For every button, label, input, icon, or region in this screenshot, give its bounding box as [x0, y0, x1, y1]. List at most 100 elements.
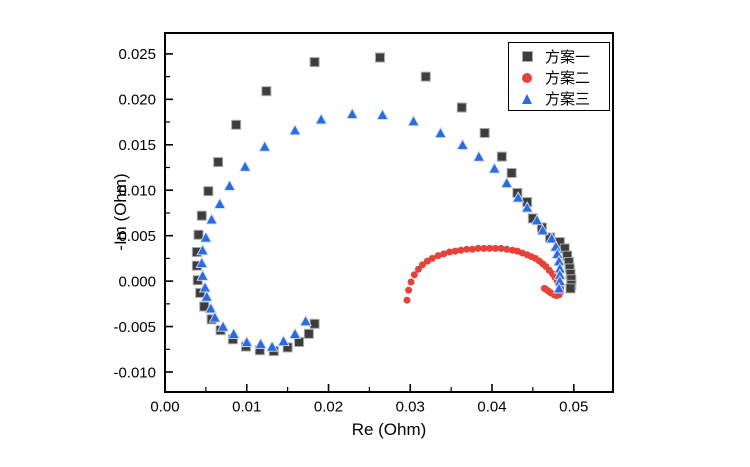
data-point-triangle	[200, 290, 213, 302]
data-point-circle	[405, 286, 413, 294]
data-point-triangle	[500, 176, 513, 189]
data-point-circle	[463, 245, 471, 253]
plot-border	[164, 32, 614, 393]
data-point-circle	[445, 248, 453, 256]
y-tick-label: 0.015	[118, 137, 156, 154]
data-point-square	[506, 167, 517, 178]
data-point-triangle	[288, 123, 302, 136]
data-point-triangle	[536, 223, 549, 236]
data-point-triangle	[545, 232, 558, 244]
data-point-triangle	[407, 114, 420, 127]
data-point-circle	[407, 278, 415, 286]
data-point-circle	[486, 244, 494, 252]
data-point-circle	[440, 250, 448, 258]
x-tick-label: 0.01	[232, 398, 261, 415]
data-point-circle	[428, 254, 436, 262]
data-point-square	[479, 127, 490, 138]
data-point-square	[213, 157, 224, 168]
data-point-square	[195, 287, 206, 298]
square-marker-icon	[519, 51, 535, 62]
data-point-triangle	[488, 162, 501, 174]
data-point-triangle	[196, 269, 209, 281]
data-point-square	[309, 318, 320, 329]
data-point-square	[420, 71, 431, 82]
data-point-triangle	[530, 213, 544, 226]
data-point-square	[193, 229, 204, 240]
x-tick-label: 0.04	[477, 398, 506, 415]
circle-marker-icon	[519, 72, 535, 83]
y-tick-label: 0.020	[118, 92, 156, 109]
x-axis-title: Re (Ohm)	[351, 420, 427, 439]
legend-label: 方案二	[545, 71, 591, 87]
data-point-triangle	[520, 201, 534, 213]
x-tick-label: 0.05	[559, 398, 588, 415]
data-point-triangle	[314, 113, 328, 125]
legend: 方案一 方案二 方案三	[508, 42, 610, 111]
data-point-triangle	[196, 243, 209, 256]
x-tick-label: 0.03	[396, 398, 425, 415]
data-point-circle	[540, 284, 548, 292]
data-point-circle	[410, 271, 418, 279]
data-point-triangle	[199, 231, 213, 243]
data-point-circle	[474, 244, 482, 252]
y-tick-label: -0.005	[113, 319, 156, 336]
y-tick-label: 0.005	[118, 228, 156, 245]
data-point-square	[261, 86, 272, 97]
data-point-circle	[491, 244, 499, 252]
data-point-triangle	[345, 107, 359, 119]
y-tick-label: 0.000	[118, 273, 156, 290]
legend-label: 方案一	[545, 50, 591, 66]
y-tick-label: -0.010	[113, 364, 156, 381]
data-point-circle	[419, 261, 427, 269]
data-point-triangle	[265, 340, 279, 352]
data-point-triangle	[238, 160, 252, 172]
data-point-triangle	[258, 140, 271, 152]
data-point-circle	[497, 244, 505, 252]
data-point-circle	[480, 244, 488, 252]
y-axis-title: -Im (Ohm)	[111, 173, 130, 251]
data-point-triangle	[472, 150, 486, 162]
data-point-triangle	[277, 334, 290, 347]
x-tick-label: 0.02	[314, 398, 343, 415]
data-point-square	[231, 119, 242, 130]
data-point-triangle	[299, 314, 312, 327]
data-point-circle	[434, 252, 442, 260]
data-point-triangle	[240, 335, 254, 348]
data-point-triangle	[195, 256, 209, 268]
x-tick-label: 0.00	[150, 398, 179, 415]
legend-item-series1: 方案一	[519, 46, 605, 67]
data-point-circle	[403, 296, 411, 304]
data-point-triangle	[213, 197, 227, 209]
legend-label: 方案三	[545, 92, 591, 108]
data-point-triangle	[198, 281, 212, 293]
data-point-triangle	[216, 320, 230, 332]
data-point-square	[203, 186, 214, 197]
data-point-square	[375, 52, 386, 63]
data-point-square	[456, 102, 467, 113]
data-point-circle	[468, 245, 476, 253]
data-point-triangle	[223, 179, 236, 191]
data-point-square	[565, 283, 576, 294]
data-point-circle	[457, 246, 465, 254]
data-point-square	[303, 328, 314, 339]
triangle-marker-icon	[519, 93, 535, 104]
y-tick-label: 0.010	[118, 182, 156, 199]
legend-item-series3: 方案三	[519, 88, 605, 109]
data-point-triangle	[204, 302, 218, 314]
data-point-triangle	[376, 108, 389, 120]
data-point-triangle	[205, 212, 218, 225]
data-point-square	[196, 210, 207, 221]
data-point-circle	[503, 245, 511, 253]
data-point-triangle	[456, 138, 469, 150]
data-point-triangle	[511, 191, 525, 203]
data-point-triangle	[227, 327, 240, 339]
data-point-square	[496, 151, 507, 162]
data-point-triangle	[434, 126, 447, 139]
data-point-triangle	[552, 282, 566, 294]
data-point-circle	[414, 265, 422, 273]
data-point-triangle	[288, 327, 302, 339]
y-tick-label: 0.025	[118, 46, 156, 63]
data-point-triangle	[208, 311, 222, 323]
data-point-circle	[451, 247, 459, 255]
